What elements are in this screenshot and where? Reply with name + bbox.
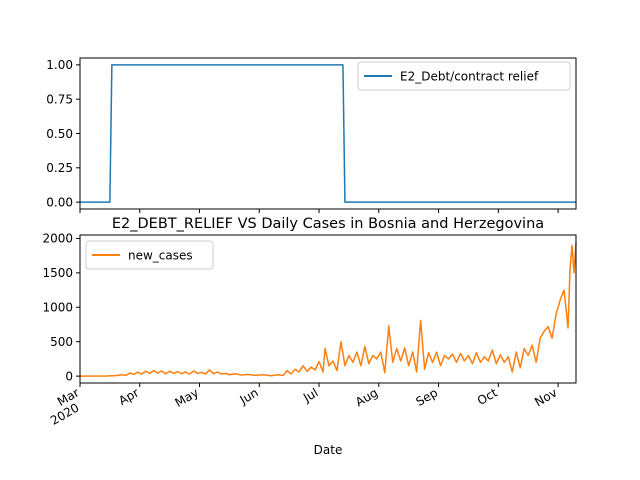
bottom-legend-label: new_cases — [128, 249, 193, 263]
bottom-axes-frame — [79, 234, 577, 384]
y-tick-label: 1000 — [42, 301, 73, 315]
bottom-y-ticks: 0 500 1000 1500 2000 — [42, 232, 80, 383]
y-tick-label: 0.25 — [46, 161, 73, 175]
bottom-series-group — [79, 241, 577, 377]
y-tick-label: 0 — [65, 369, 73, 383]
top-legend: E2_Debt/contract relief — [357, 61, 571, 91]
top-y-ticks: 0.00 0.25 0.50 0.75 1.00 — [46, 58, 559, 213]
top-legend-label: E2_Debt/contract relief — [400, 70, 539, 84]
bottom-chart-title: E2_DEBT_RELIEF VS Daily Cases in Bosnia … — [112, 216, 544, 232]
series-line-0 — [79, 241, 577, 377]
y-tick-label: 0.75 — [46, 92, 73, 106]
y-tick-label: 1500 — [42, 266, 73, 280]
y-tick-label: 0.00 — [46, 195, 73, 209]
y-tick-label: 500 — [50, 335, 73, 349]
y-tick-label: 2000 — [42, 232, 73, 246]
series-line-0 — [80, 64, 576, 203]
top-legend-box — [357, 61, 571, 91]
bottom-legend: new_cases — [85, 240, 214, 270]
top-series-group — [80, 64, 576, 203]
x-axis-label: Date — [314, 443, 343, 457]
top-axes-frame — [79, 57, 577, 210]
y-tick-label: 1.00 — [46, 58, 73, 72]
top-subplot: 0.00 0.25 0.50 0.75 1.00 E2_Debt/contract re… — [46, 57, 577, 213]
x-tick-label: Jul — [300, 385, 320, 405]
y-tick-label: 0.50 — [46, 127, 73, 141]
bottom-legend-box — [85, 240, 214, 270]
